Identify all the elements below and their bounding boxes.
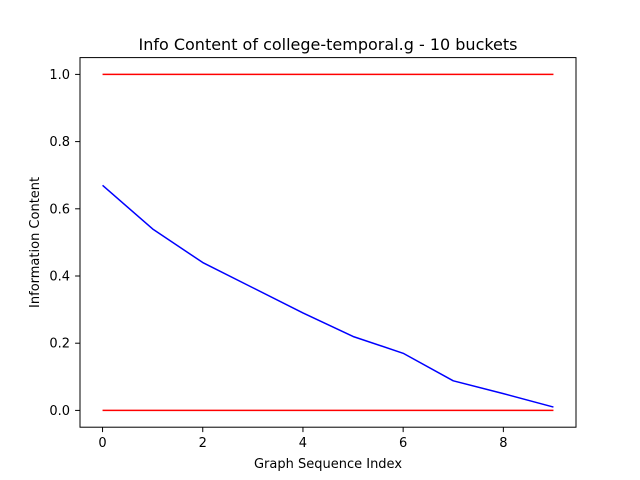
x-tick-label: 8 (499, 436, 507, 451)
x-tick-label: 4 (299, 436, 307, 451)
chart-title: Info Content of college-temporal.g - 10 … (138, 35, 517, 54)
y-tick-label: 0.4 (49, 270, 70, 285)
x-tick-label: 2 (199, 436, 207, 451)
plot-frame (79, 57, 577, 428)
x-tick-label: 0 (98, 436, 106, 451)
series-layer (102, 73, 554, 412)
y-tick-label: 0.8 (49, 135, 70, 150)
series-line-information-content (102, 184, 554, 408)
y-axis-ticks: 0.0 0.2 0.4 0.6 0.8 1.0 (49, 68, 80, 419)
y-tick-label: 1.0 (49, 68, 70, 83)
x-axis-label: Graph Sequence Index (254, 457, 402, 472)
x-tick-label: 6 (399, 436, 407, 451)
y-tick-label: 0.2 (49, 337, 70, 352)
y-tick-label: 0.0 (49, 404, 70, 419)
x-axis-ticks: 0 2 4 6 8 (98, 427, 507, 451)
y-axis-label: Information Content (28, 177, 43, 308)
y-tick-label: 0.6 (49, 202, 70, 217)
